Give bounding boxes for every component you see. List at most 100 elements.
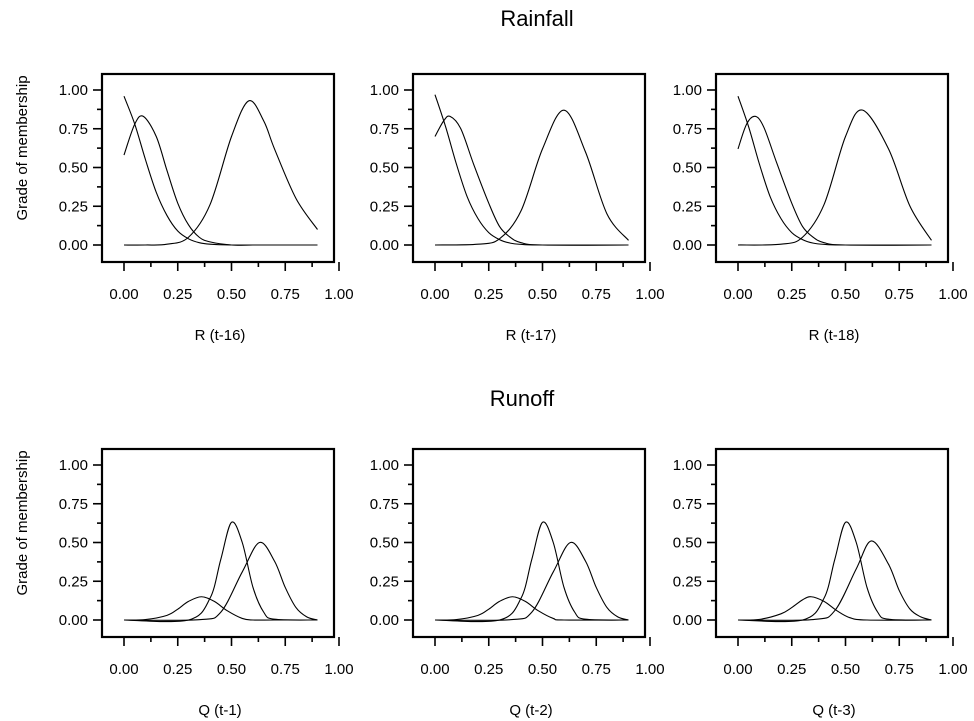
y-axis-label: Grade of membership (14, 75, 31, 220)
membership-curve-3 (123, 100, 318, 246)
y-tick-label: 0.25 (673, 573, 702, 590)
y-tick-label: 0.50 (370, 535, 399, 552)
x-tick-label: 0.50 (831, 661, 860, 678)
membership-curve-3 (123, 541, 318, 621)
x-tick-label: 0.50 (217, 661, 246, 678)
membership-curve-2 (737, 521, 932, 623)
x-tick-label: 0.50 (217, 286, 246, 303)
x-tick-label: 0.00 (109, 661, 138, 678)
x-tick-label: 0.00 (420, 286, 449, 303)
membership-curve-3 (434, 109, 629, 246)
y-tick-label: 0.50 (59, 160, 88, 177)
plot-frame (714, 447, 950, 639)
chart-panel-4: 0.00 0.25 0.50 0.75 1.00 0.00 0.25 0.50 0.75 1.00… (14, 447, 354, 719)
membership-curve-1 (737, 596, 932, 621)
membership-curve-3 (737, 540, 932, 621)
y-tick-label: 0.25 (59, 573, 88, 590)
plot-frame (714, 72, 950, 264)
x-tick-label: 0.75 (582, 661, 611, 678)
membership-curve-1 (123, 596, 318, 621)
membership-curve-2 (737, 115, 932, 246)
x-tick-label: 0.75 (271, 286, 300, 303)
y-tick-label: 0.75 (59, 121, 88, 138)
x-axis-label: R (t-17) (506, 327, 557, 344)
x-tick-label: 1.00 (635, 286, 664, 303)
section-title-runoff: Runoff (490, 386, 555, 411)
y-tick-label: 0.75 (673, 121, 702, 138)
x-tick-label: 1.00 (938, 661, 967, 678)
plot-frame (411, 72, 647, 264)
y-tick-label: 0.50 (673, 160, 702, 177)
membership-curve-3 (434, 541, 629, 621)
x-tick-label: 0.50 (528, 286, 557, 303)
x-tick-label: 0.50 (528, 661, 557, 678)
y-tick-label: 0.50 (370, 160, 399, 177)
y-tick-label: 0.00 (673, 612, 702, 629)
y-tick-label: 0.50 (673, 535, 702, 552)
x-tick-label: 0.75 (271, 661, 300, 678)
chart-panel-6: 0.00 0.25 0.50 0.75 1.00 0.00 0.25 0.50 0.75 1.00… (673, 447, 968, 719)
x-tick-label: 0.75 (885, 661, 914, 678)
x-tick-label: 0.50 (831, 286, 860, 303)
y-tick-label: 1.00 (59, 457, 88, 474)
x-tick-label: 0.25 (777, 286, 806, 303)
plot-frame (411, 447, 647, 639)
membership-curve-3 (737, 109, 932, 246)
y-tick-label: 1.00 (59, 82, 88, 99)
membership-curve-2 (434, 115, 629, 246)
x-tick-label: 0.00 (723, 661, 752, 678)
membership-curve-2 (434, 521, 629, 623)
x-axis-label: Q (t-2) (509, 702, 552, 719)
x-axis-label: R (t-18) (809, 327, 860, 344)
y-tick-label: 0.75 (673, 496, 702, 513)
x-tick-label: 0.75 (885, 286, 914, 303)
y-tick-label: 0.00 (59, 237, 88, 254)
y-tick-label: 0.25 (59, 198, 88, 215)
y-tick-label: 0.00 (370, 237, 399, 254)
membership-curve-2 (123, 521, 318, 623)
chart-panel-3: 0.00 0.25 0.50 0.75 1.00 0.00 0.25 0.50 0.75 1.00… (673, 72, 968, 344)
section-title-rainfall: Rainfall (500, 6, 573, 31)
y-axis-label: Grade of membership (14, 450, 31, 595)
y-tick-label: 0.50 (59, 535, 88, 552)
chart-panel-2: 0.00 0.25 0.50 0.75 1.00 0.00 0.25 0.50 0.75 1.00… (370, 72, 665, 344)
x-axis-label: Q (t-1) (198, 702, 241, 719)
x-tick-label: 0.25 (474, 286, 503, 303)
chart-panel-5: 0.00 0.25 0.50 0.75 1.00 0.00 0.25 0.50 0.75 1.00… (370, 447, 665, 719)
x-tick-label: 1.00 (938, 286, 967, 303)
y-tick-label: 1.00 (370, 457, 399, 474)
membership-curve-1 (434, 94, 629, 246)
y-tick-label: 0.25 (370, 198, 399, 215)
x-tick-label: 0.00 (109, 286, 138, 303)
x-axis-label: R (t-16) (195, 327, 246, 344)
x-tick-label: 1.00 (635, 661, 664, 678)
membership-curve-2 (123, 115, 318, 246)
plot-frame (100, 72, 336, 264)
x-tick-label: 1.00 (324, 661, 353, 678)
y-tick-label: 1.00 (673, 82, 702, 99)
y-tick-label: 1.00 (673, 457, 702, 474)
plot-frame (100, 447, 336, 639)
membership-curve-1 (737, 96, 932, 246)
y-tick-label: 0.25 (673, 198, 702, 215)
x-tick-label: 0.25 (474, 661, 503, 678)
x-tick-label: 0.00 (420, 661, 449, 678)
x-tick-label: 0.00 (723, 286, 752, 303)
y-tick-label: 0.00 (370, 612, 399, 629)
x-tick-label: 0.25 (163, 286, 192, 303)
y-tick-label: 0.00 (59, 612, 88, 629)
x-tick-label: 1.00 (324, 286, 353, 303)
y-tick-label: 1.00 (370, 82, 399, 99)
y-tick-label: 0.75 (370, 496, 399, 513)
x-axis-label: Q (t-3) (812, 702, 855, 719)
y-tick-label: 0.75 (370, 121, 399, 138)
x-tick-label: 0.25 (163, 661, 192, 678)
y-tick-label: 0.00 (673, 237, 702, 254)
x-tick-label: 0.75 (582, 286, 611, 303)
y-tick-label: 0.25 (370, 573, 399, 590)
x-tick-label: 0.25 (777, 661, 806, 678)
membership-curve-1 (434, 596, 629, 621)
chart-panel-1: 0.00 0.25 0.50 0.75 1.00 0.00 0.25 0.50 0.75 1.00… (14, 72, 354, 344)
y-tick-label: 0.75 (59, 496, 88, 513)
